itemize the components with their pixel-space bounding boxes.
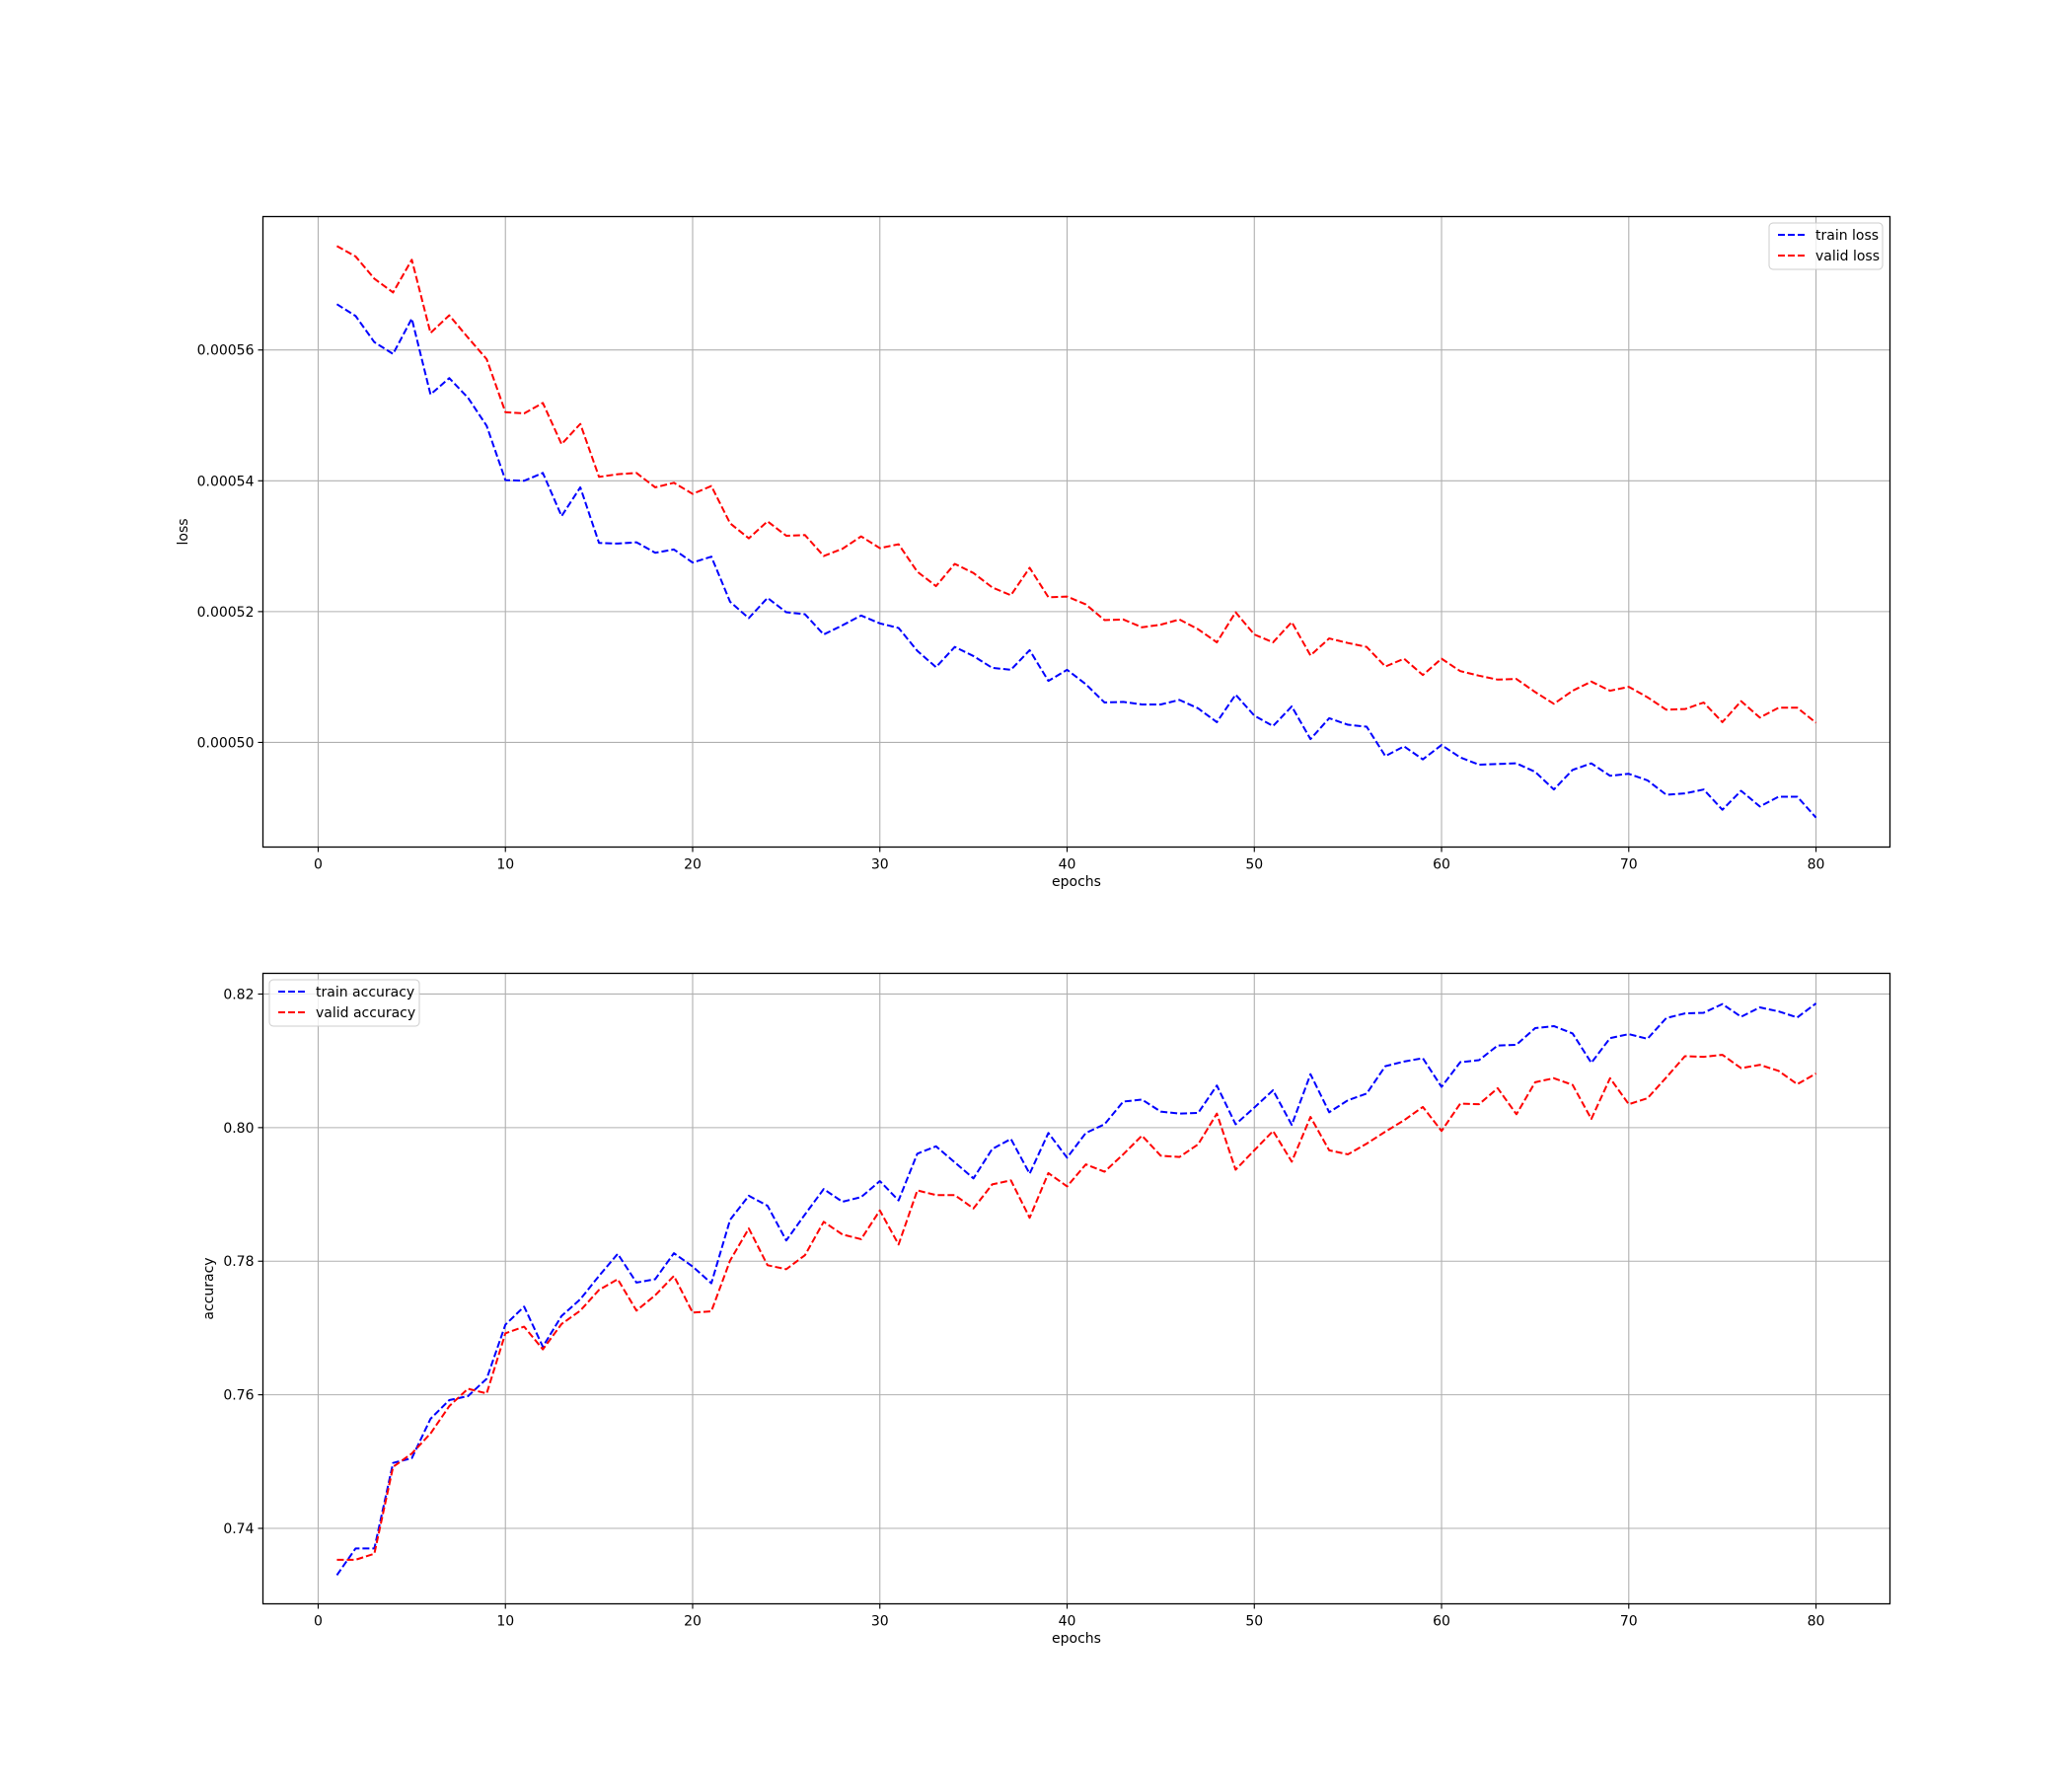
accuracy-series (335, 1002, 1817, 1576)
accuracy-x-tick-label: 60 (1433, 1614, 1450, 1630)
accuracy-chart: 0 10 20 30 40 50 60 70 80 0.74 0.76 0.78 0.80 0.82 e… (201, 972, 1891, 1647)
accuracy-x-tick-label: 10 (496, 1614, 514, 1630)
legend-label-train-loss: train loss (1815, 228, 1879, 244)
loss-x-tick-label: 20 (684, 857, 702, 873)
loss-x-axis-label: epochs (1052, 874, 1101, 890)
series-line-train-loss (335, 303, 1817, 819)
accuracy-legend-box (268, 979, 420, 1027)
series-line-valid-loss (335, 245, 1817, 724)
loss-x-tick-label: 80 (1808, 857, 1825, 873)
loss-y-ticks: 0.00050 0.00052 0.00054 0.00056 (197, 343, 263, 751)
accuracy-x-tick-label: 70 (1620, 1614, 1638, 1630)
accuracy-x-tick-label: 40 (1059, 1614, 1076, 1630)
loss-y-tick-label: 0.00050 (197, 735, 255, 751)
loss-chart: 0 10 20 30 40 50 60 70 80 0.000500.000520.000540… (176, 215, 1891, 890)
loss-x-tick-label: 50 (1245, 857, 1263, 873)
loss-legend: train loss valid loss (1768, 222, 1884, 270)
loss-legend-box (1768, 222, 1884, 270)
accuracy-x-tick-label: 0 (314, 1614, 323, 1630)
loss-y-tick-label: 0.00052 (197, 605, 255, 621)
accuracy-x-tick-label: 30 (871, 1614, 889, 1630)
loss-x-tick-label: 40 (1059, 857, 1076, 873)
loss-x-tick-label: 70 (1620, 857, 1638, 873)
series-line-valid-accuracy (336, 1054, 1817, 1561)
loss-axes-frame (261, 215, 1891, 849)
loss-x-tick-label: 30 (871, 857, 889, 873)
accuracy-legend: train accuracy valid accuracy (268, 979, 420, 1027)
legend-label-train-accuracy: train accuracy (316, 985, 414, 1000)
loss-x-tick-label: 60 (1433, 857, 1450, 873)
loss-series (335, 245, 1817, 819)
loss-x-ticks: 0 10 20 30 40 50 60 70 80 (314, 847, 1825, 873)
accuracy-x-tick-label: 80 (1808, 1614, 1825, 1630)
accuracy-x-tick-label: 20 (684, 1614, 702, 1630)
legend-label-valid-accuracy: valid accuracy (316, 1005, 415, 1021)
loss-x-tick-label: 10 (496, 857, 514, 873)
accuracy-x-tick-label: 50 (1245, 1614, 1263, 1630)
accuracy-y-tick-label: 0.82 (223, 987, 254, 1002)
accuracy-y-tick-label: 0.74 (223, 1521, 254, 1537)
legend-label-valid-loss: valid loss (1815, 249, 1880, 264)
loss-y-axis-label: loss (176, 518, 191, 545)
series-line-train-accuracy (335, 1002, 1817, 1576)
accuracy-axes-frame (261, 972, 1891, 1605)
accuracy-y-ticks: 0.74 0.76 0.78 0.80 0.82 (223, 987, 263, 1537)
loss-grid (262, 216, 1890, 848)
accuracy-y-tick-label: 0.80 (223, 1121, 254, 1137)
accuracy-y-tick-label: 0.78 (223, 1254, 254, 1270)
accuracy-y-tick-label: 0.76 (223, 1388, 254, 1404)
loss-y-tick-label: 0.00054 (197, 474, 255, 489)
accuracy-grid (262, 973, 1890, 1604)
loss-y-tick-label: 0.00056 (197, 343, 255, 359)
accuracy-x-axis-label: epochs (1052, 1631, 1101, 1647)
loss-x-tick-label: 0 (314, 857, 323, 873)
accuracy-y-axis-label: accuracy (201, 1257, 217, 1319)
accuracy-x-ticks: 0 10 20 30 40 50 60 70 80 (314, 1603, 1825, 1630)
